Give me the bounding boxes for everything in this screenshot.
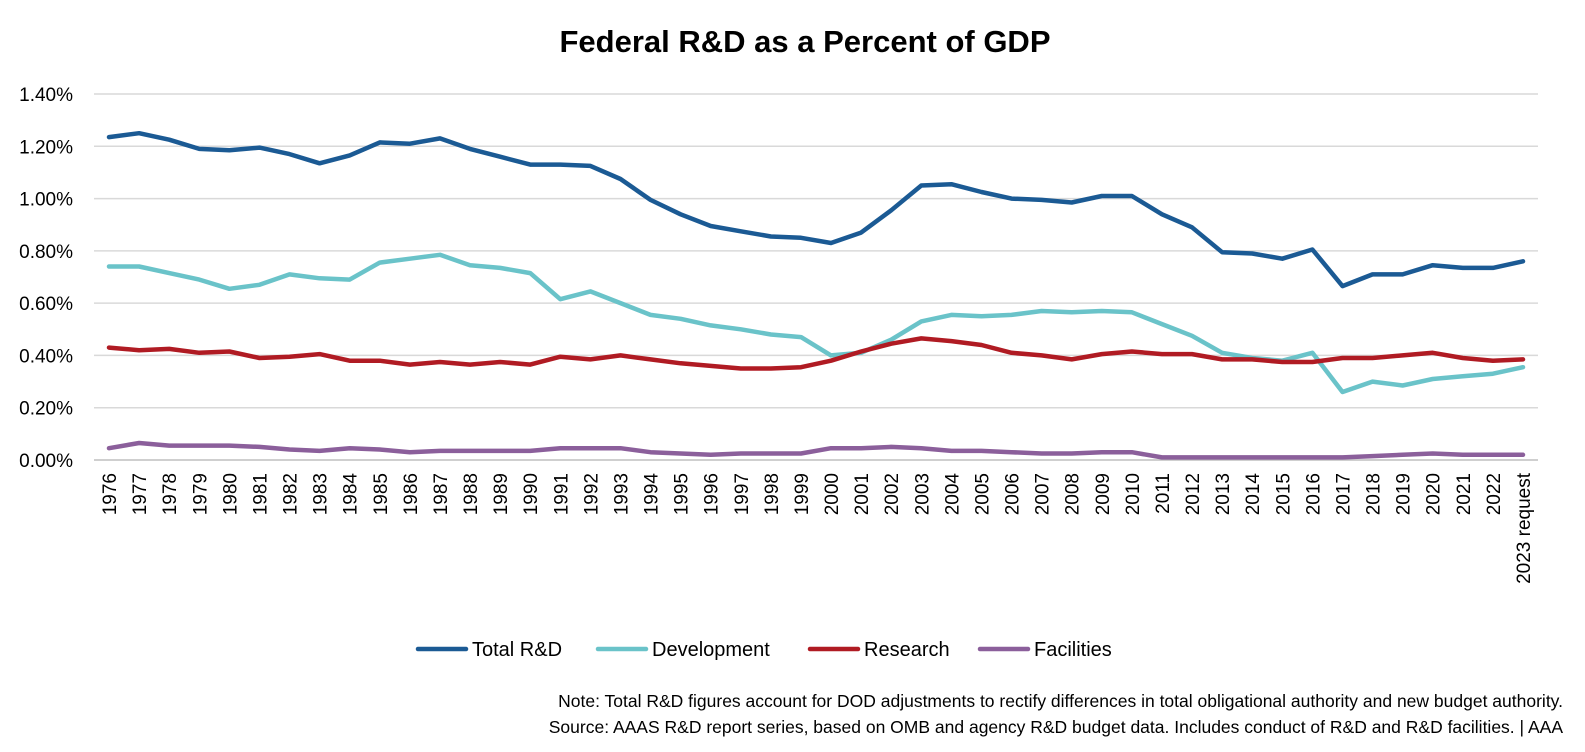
x-tick-label: 1982 (281, 473, 302, 515)
x-tick-label: 1978 (160, 473, 181, 515)
x-tick-label: 2019 (1394, 473, 1415, 515)
x-tick-label: 2007 (1033, 473, 1054, 515)
x-tick-label: 2012 (1183, 473, 1204, 515)
x-tick-label: 1976 (100, 473, 121, 515)
x-tick-label: 2020 (1424, 473, 1445, 515)
series-line-facilities (106, 440, 1526, 460)
y-tick-label: 0.00% (19, 451, 73, 472)
x-tick-label: 1980 (220, 473, 241, 515)
y-tick-label: 0.80% (19, 242, 73, 263)
y-tick-label: 0.60% (19, 294, 73, 315)
x-tick-label: 2017 (1333, 473, 1354, 515)
x-tick-label: 1986 (401, 473, 422, 515)
x-tick-label: 2018 (1364, 473, 1385, 515)
legend-label: Facilities (1034, 639, 1112, 661)
x-tick-label: 2004 (942, 473, 963, 516)
x-tick-label: 1995 (672, 473, 693, 515)
x-tick-label: 2015 (1273, 473, 1294, 515)
x-tick-label: 2003 (912, 473, 933, 515)
x-tick-label: 2023 request (1514, 472, 1535, 584)
x-tick-label: 1993 (611, 473, 632, 515)
x-tick-label: 1983 (311, 473, 332, 515)
legend-label: Research (864, 639, 950, 661)
x-tick-label: 1998 (762, 473, 783, 515)
x-tick-label: 2010 (1123, 473, 1144, 515)
legend-label: Total R&D (472, 639, 562, 661)
chart-title: Federal R&D as a Percent of GDP (560, 24, 1051, 59)
x-tick-label: 2002 (882, 473, 903, 515)
x-tick-label: 2000 (822, 473, 843, 515)
y-axis-ticks: 0.00% 0.20% 0.40% 0.60% 0.80% 1.00% 1.20% 1.40% (19, 85, 73, 472)
x-axis-ticks: 1976 1977 1978 1979 1980 1981 1982 1983 1984 1985… (100, 472, 1535, 584)
x-tick-label: 1996 (702, 473, 723, 515)
x-tick-label: 2022 (1484, 473, 1505, 515)
legend: Total R&D Development Research Facilities (415, 639, 1112, 661)
x-tick-label: 1988 (461, 473, 482, 515)
y-tick-label: 1.00% (19, 190, 73, 211)
x-tick-label: 2008 (1063, 473, 1084, 515)
x-tick-label: 1999 (792, 473, 813, 515)
x-tick-label: 2011 (1153, 473, 1174, 514)
x-tick-label: 1997 (732, 473, 753, 515)
x-tick-label: 2021 (1454, 473, 1475, 515)
y-tick-label: 0.40% (19, 346, 73, 367)
x-tick-label: 2009 (1093, 473, 1114, 515)
x-tick-label: 1981 (250, 473, 271, 515)
source-text: Source: AAAS R&D report series, based on… (548, 717, 1563, 737)
x-tick-label: 1991 (551, 473, 572, 515)
series-line-total-r-d (106, 130, 1526, 289)
x-tick-label: 1990 (521, 473, 542, 515)
series-lines (106, 130, 1526, 460)
legend-label: Development (652, 639, 770, 661)
y-tick-label: 0.20% (19, 399, 73, 420)
x-tick-label: 1992 (581, 473, 602, 515)
x-tick-label: 1984 (341, 473, 362, 516)
note-text: Note: Total R&D figures account for DOD … (558, 691, 1563, 711)
x-tick-label: 2016 (1303, 473, 1324, 515)
x-tick-label: 1985 (371, 473, 392, 515)
x-tick-label: 1979 (190, 473, 211, 515)
x-tick-label: 1977 (130, 473, 151, 515)
series-line-development (106, 252, 1526, 395)
x-tick-label: 2006 (1003, 473, 1024, 515)
x-tick-label: 2014 (1243, 473, 1264, 516)
x-tick-label: 1989 (491, 473, 512, 515)
x-tick-label: 2013 (1213, 473, 1234, 515)
x-tick-label: 2001 (852, 473, 873, 515)
x-tick-label: 2005 (972, 473, 993, 515)
y-tick-label: 1.40% (19, 85, 73, 106)
y-tick-label: 1.20% (19, 137, 73, 158)
x-tick-label: 1994 (642, 473, 663, 516)
series-line-research (106, 336, 1526, 371)
x-tick-label: 1987 (431, 473, 452, 515)
